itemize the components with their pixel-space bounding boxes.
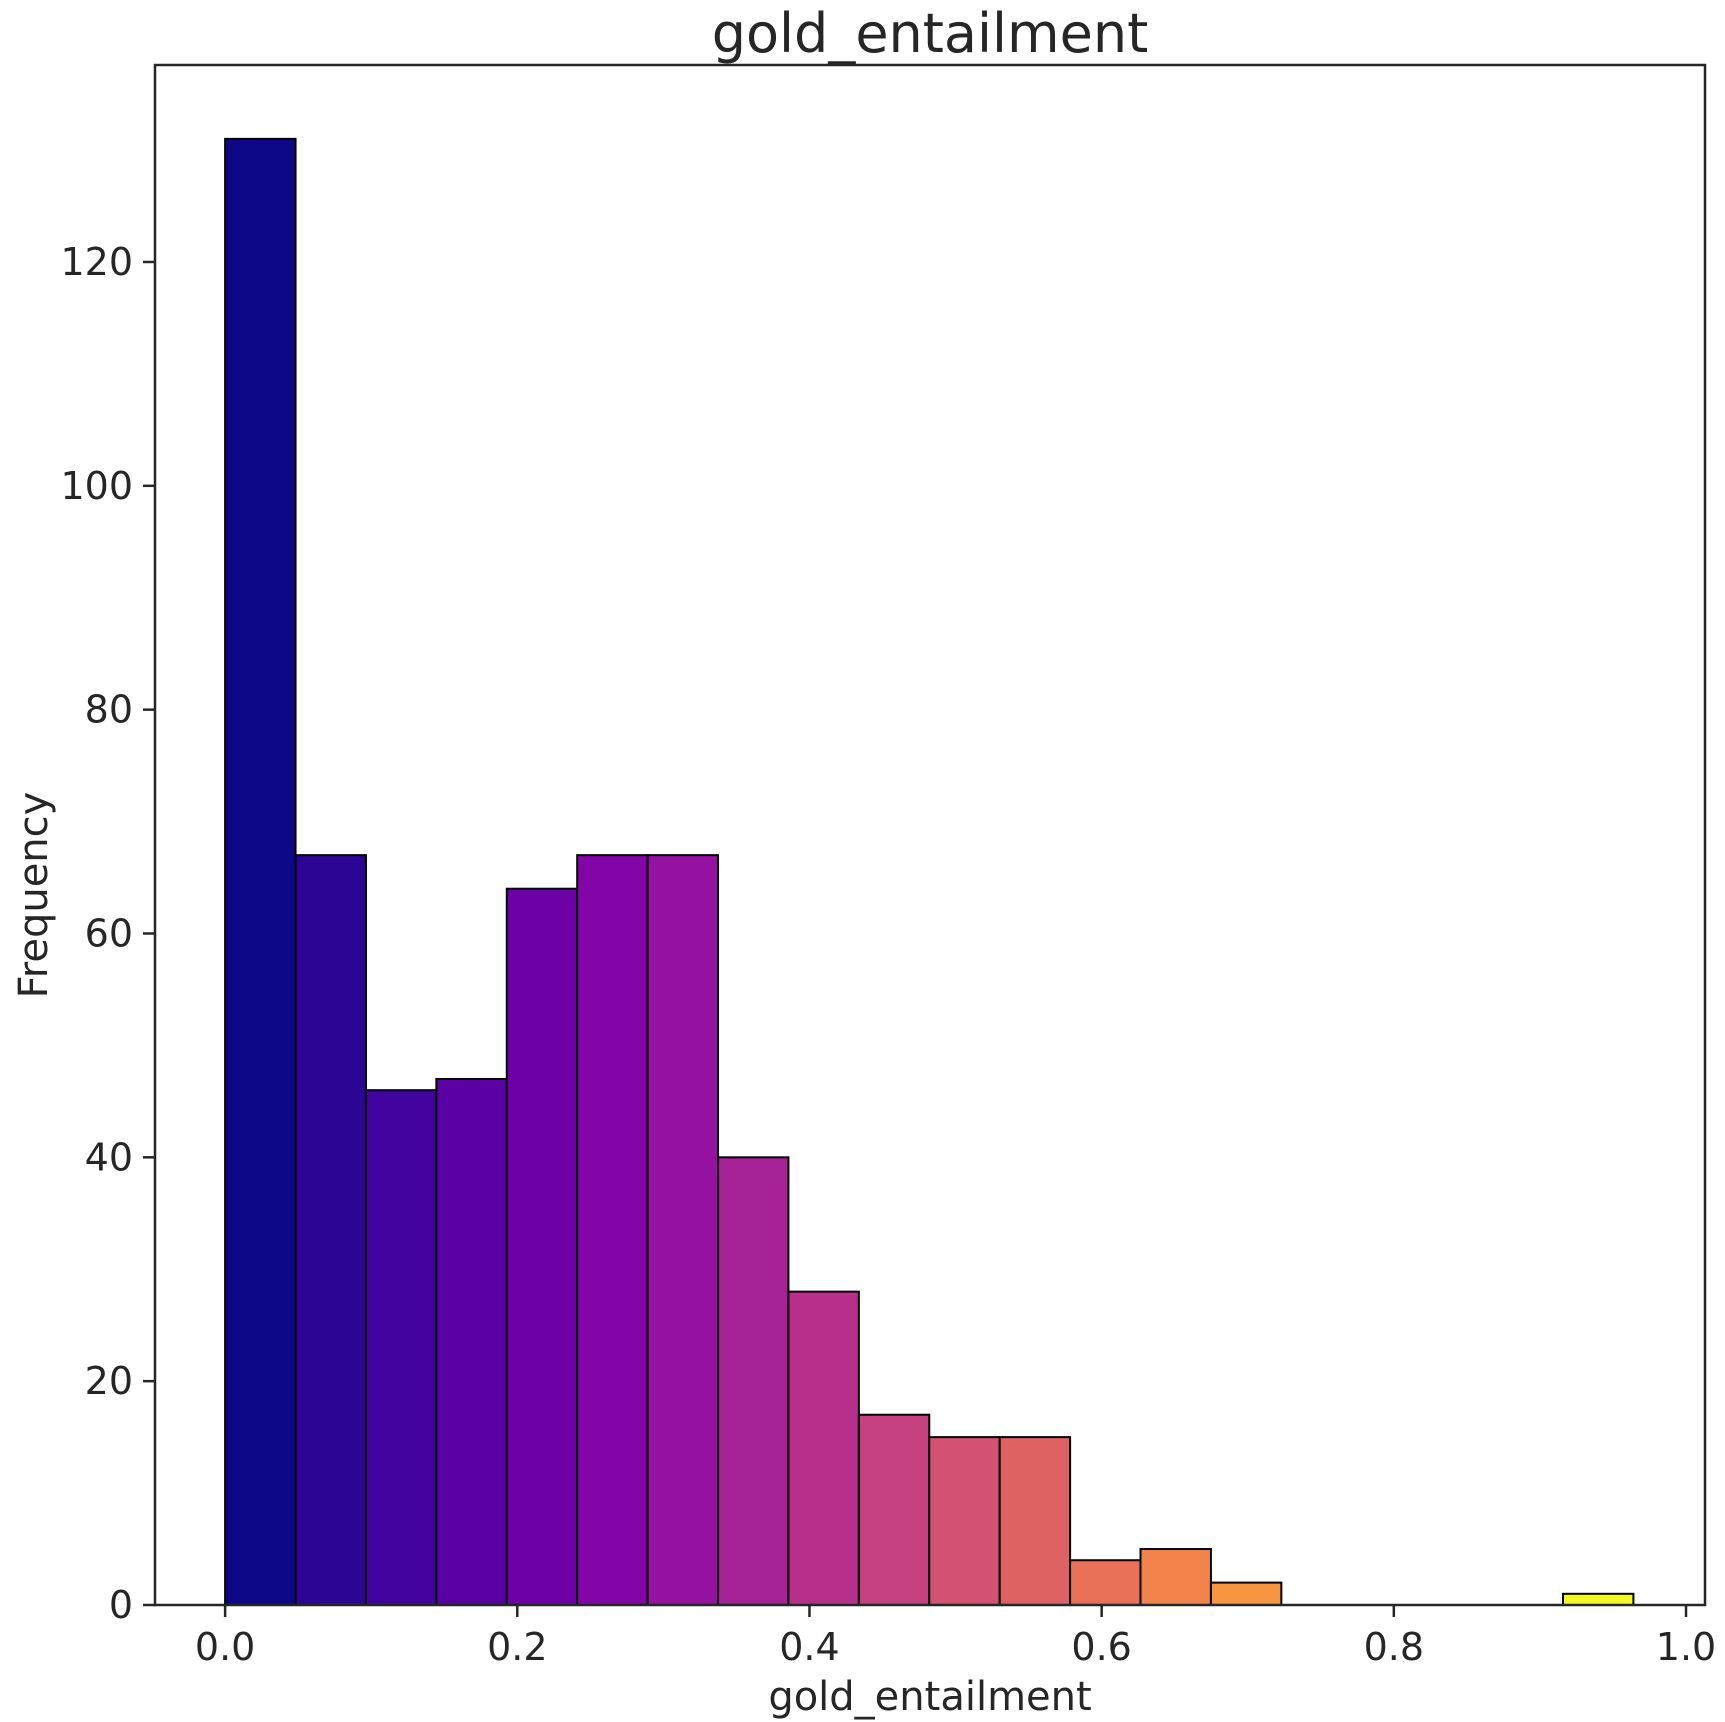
y-tick-label-5: 100 [60, 464, 133, 508]
histogram-bar-10 [928, 1436, 1001, 1606]
y-tick-label-1: 20 [85, 1359, 133, 1403]
x-axis-label: gold_entailment [768, 1674, 1091, 1720]
histogram-bar-14 [1209, 1581, 1283, 1607]
y-axis-label: Frequency [11, 792, 57, 999]
histogram-bar-19 [1562, 1592, 1635, 1606]
x-axis-ticks: 0.0 0.2 0.4 0.6 0.8 1.0 [195, 1605, 1716, 1669]
histogram-bar-2 [364, 1089, 438, 1606]
x-tick-label-2: 0.4 [779, 1625, 839, 1669]
x-tick-label-5: 1.0 [1656, 1625, 1716, 1669]
histogram-bar-1 [294, 854, 367, 1606]
x-tick-label-0: 0.0 [195, 1625, 255, 1669]
histogram-bar-4 [505, 887, 579, 1606]
y-tick-label-2: 40 [85, 1135, 133, 1179]
plot-frame [153, 63, 1707, 1607]
histogram-bar-7 [717, 1156, 790, 1606]
chart-title: gold_entailment [712, 2, 1149, 65]
histogram-bar-0 [224, 137, 297, 1606]
y-tick-label-3: 60 [85, 911, 133, 955]
histogram-bar-6 [646, 854, 720, 1606]
y-tick-label-4: 80 [85, 688, 133, 732]
bars-group [224, 137, 1635, 1607]
histogram-bar-9 [857, 1413, 931, 1607]
histogram-bar-11 [998, 1436, 1072, 1606]
histogram-bar-12 [1069, 1559, 1142, 1606]
histogram-bar-8 [787, 1290, 860, 1607]
y-axis-ticks: 0 20 40 60 80 100 120 [60, 240, 155, 1627]
x-tick-label-3: 0.6 [1071, 1625, 1131, 1669]
y-tick-label-6: 120 [60, 240, 133, 284]
histogram-bar-5 [576, 854, 649, 1606]
histogram-bar-13 [1139, 1548, 1212, 1606]
y-tick-label-0: 0 [109, 1583, 133, 1627]
histogram-bar-3 [435, 1077, 508, 1606]
x-tick-label-1: 0.2 [487, 1625, 547, 1669]
x-tick-label-4: 0.8 [1364, 1625, 1424, 1669]
